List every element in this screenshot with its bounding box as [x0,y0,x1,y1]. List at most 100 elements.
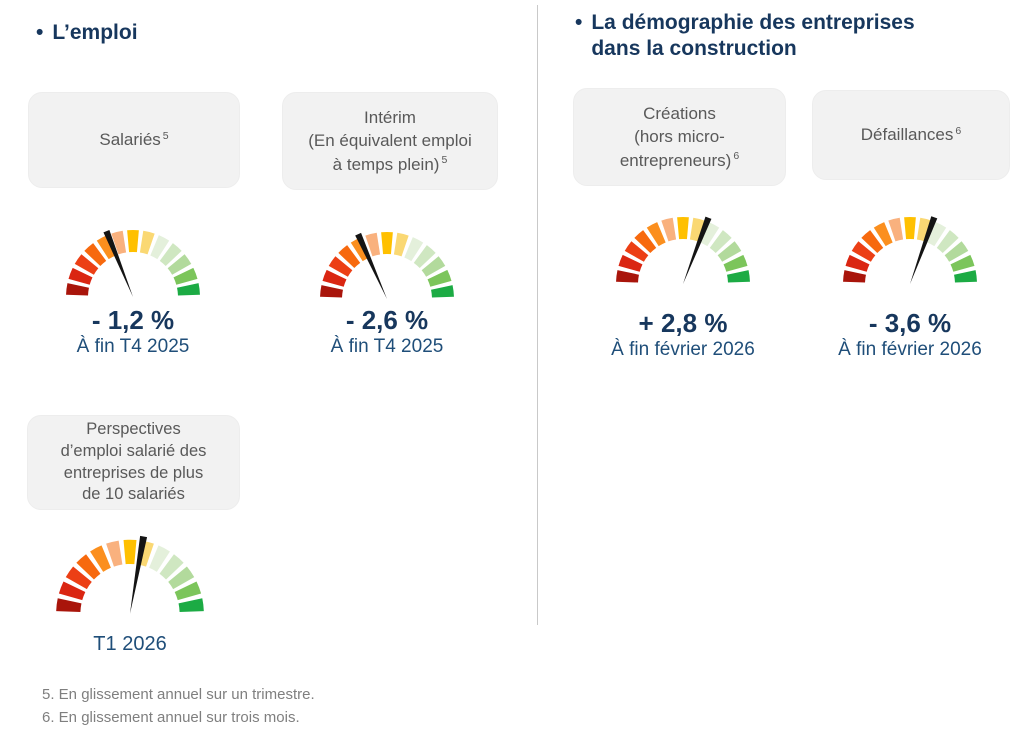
gauge-segment [616,270,639,283]
gauge-segment [111,230,127,255]
gauge-segment [421,256,446,277]
gauge-period-defaillances: À fin février 2026 [838,339,982,360]
gauge-segment [350,237,370,262]
card-perspectives: Perspectives d’emploi salarié des entrep… [27,415,240,510]
card-interim: Intérim (En équivalent emploi à temps pl… [282,92,498,190]
gauge-segment [618,254,643,272]
gauge-segment [709,230,732,254]
gauge-segment [944,241,969,262]
gauge-needle [683,216,712,284]
gauge-segment [927,222,947,247]
gauge-needle [103,229,133,297]
gauge-segment [84,243,107,267]
gauge-segment [139,230,155,255]
gauge-segment [413,245,436,269]
footnote-ref: 5 [162,129,169,142]
gauge-segment [861,230,884,254]
gauge-segment [365,232,381,257]
gauge-segment [174,581,202,601]
footnotes: 5. En glissement annuel sur un trimestre… [42,683,315,729]
gauge-segment [328,256,353,277]
gauge-segment [167,254,192,275]
gauge-segment [950,254,975,272]
gauge-segment [873,222,893,247]
gauge-segment [904,217,916,240]
footnote-6: 6. En glissement annuel sur trois mois. [42,709,300,726]
gauge-segment [66,283,89,296]
gauge-segment [56,598,82,612]
gauge-segment [689,217,705,242]
footnote-ref: 5 [441,153,448,166]
gauge-defaillances [843,216,977,284]
gauge-segment [96,235,116,260]
gauge-segment [320,285,343,298]
gauge-segment [68,267,93,285]
card-label-line: d’emploi salarié des [60,441,207,460]
gauge-segment [431,285,454,298]
gauge-segment [727,270,750,283]
card-defaillances: Défaillances 6 [812,90,1010,180]
gauge-segment [150,235,170,260]
gauge-segment [888,217,904,242]
card-label: Défaillances 6 [860,124,962,145]
section-title-text: L’emploi [52,21,138,44]
card-label-line: entreprises de plus [63,463,204,482]
gauge-segment [173,267,198,285]
gauge-segment [723,254,748,272]
gauge-segment [661,217,677,242]
footnote-ref: 6 [733,149,740,162]
gauge-segment [700,222,720,247]
gauge-segment [338,245,361,269]
gauge-segment [74,254,99,275]
gauge-segment [845,254,870,272]
gauge-segment [843,270,866,283]
gauge-segment [634,230,657,254]
gauge-value-creations: + 2,8 % [638,308,728,338]
gauge-needle [910,216,938,284]
footnote-ref: 6 [955,124,962,137]
gauge-needle [355,232,387,299]
card-label-line: (hors micro- [634,127,725,147]
card-creations: Créations (hors micro- entrepreneurs) 6 [573,88,786,186]
gauge-segment [427,269,452,287]
gauge-segment [106,540,123,567]
card-label-line: (En équivalent emploi [308,131,472,151]
gauge-salaries [66,229,200,297]
card-label-line: Créations [643,104,716,124]
section-title-emploi: • L’emploi [36,20,138,46]
gauge-segment [381,232,393,255]
bullet-icon: • [575,11,583,34]
gauge-segment [404,237,424,262]
card-label-line: de 10 salariés [82,485,185,504]
gauge-segment [58,581,86,601]
gauge-segment [322,269,347,287]
gauge-value-defaillances: - 3,6 % [868,308,952,338]
gauge-period-salaries: À fin T4 2025 [76,336,190,357]
footnote-5: 5. En glissement annuel sur un trimestre… [42,686,315,703]
gauge-needle [130,535,148,614]
gauge-value-salaries: - 1,2 % [91,305,175,335]
gauge-segment [624,241,649,262]
section-title-text: La démographie des entreprises dans la c… [591,11,915,60]
card-salaries: Salariés 5 [28,92,240,188]
gauge-period-interim: À fin T4 2025 [330,336,444,357]
gauge-segment [168,566,195,590]
gauge-segment [159,554,184,580]
gauge-segment [123,539,137,565]
gauge-segment [159,243,182,267]
gauge-creations [616,216,750,284]
gauge-period-perspectives: T1 2026 [93,633,167,655]
section-title-demographie: • La démographie des entreprises dans la… [575,10,947,62]
gauge-segment [393,232,409,257]
gauge-value-interim: - 2,6 % [345,305,429,335]
gauge-segment [178,598,204,612]
card-label-line: entrepreneurs) 6 [619,149,740,170]
bullet-icon: • [36,21,44,44]
card-label-line: Intérim [364,108,416,128]
gauge-segment [90,545,111,572]
gauge-segment [916,217,932,242]
gauge-segment [677,217,689,240]
card-label-line: à temps plein) 5 [332,153,448,174]
gauge-segment [851,241,876,262]
gauge-segment [717,241,742,262]
